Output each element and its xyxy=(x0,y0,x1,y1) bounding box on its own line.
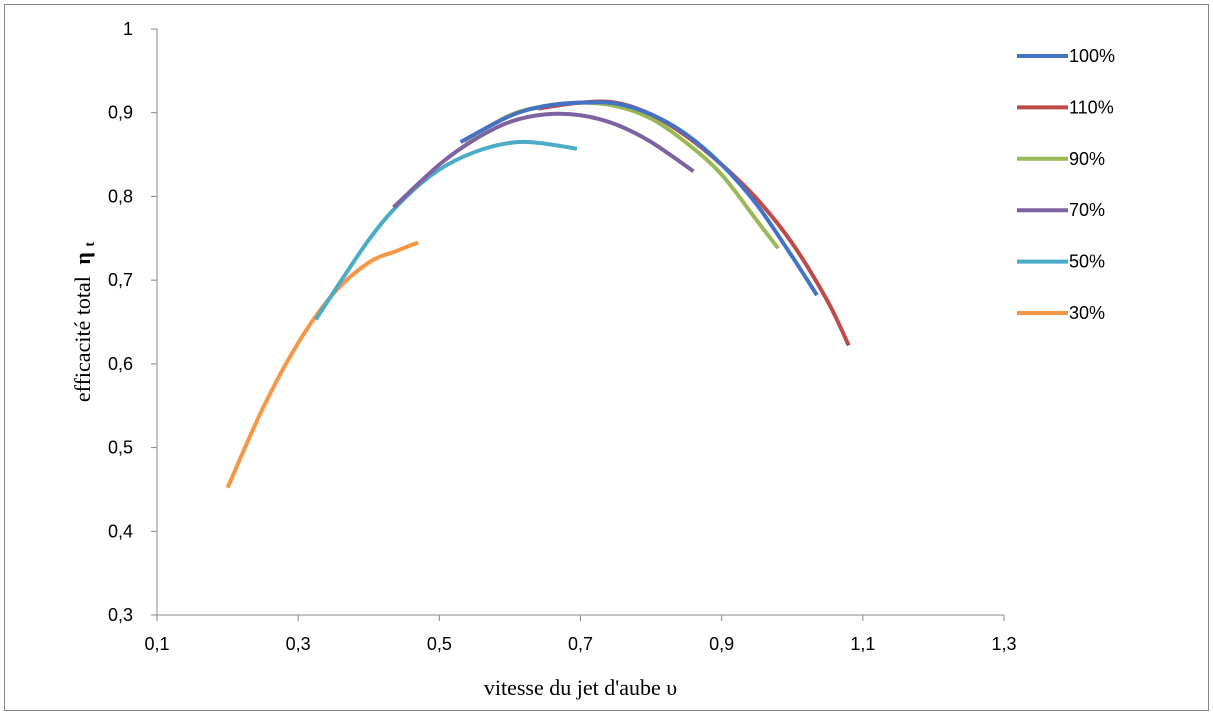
line-chart: 0,1 0,3 0,5 0,7 0,9 1,1 1,3 0,3 0,4 0,5 0,6 0,7 0,8… xyxy=(70,19,1115,700)
x-axis-title: vitesse du jet d'aube υ xyxy=(484,675,677,700)
y-axis-title-symbol: η xyxy=(70,252,95,265)
x-tick-label: 0,7 xyxy=(568,634,593,654)
y-tick-label: 0,4 xyxy=(108,521,133,541)
series-lines xyxy=(225,99,851,489)
series-line-50pct xyxy=(314,139,578,321)
legend-30pct-label: 30% xyxy=(1069,303,1105,323)
y-tick-label: 0,9 xyxy=(108,103,133,123)
y-axis-title-subscript: t xyxy=(83,242,98,247)
y-tick-label: 0,6 xyxy=(108,354,133,374)
series-line-70pct xyxy=(392,111,695,209)
x-tick-labels: 0,1 0,3 0,5 0,7 0,9 1,1 1,3 xyxy=(144,615,1017,654)
legend: 100% 110% 90% 70% 50% 30% xyxy=(1017,46,1115,323)
legend-100pct-label: 100% xyxy=(1069,46,1115,66)
x-tick-label: 1,1 xyxy=(850,634,875,654)
legend-70pct-label: 70% xyxy=(1069,200,1105,220)
y-axis-title: efficacité total η t xyxy=(70,242,98,403)
y-tick-label: 0,7 xyxy=(108,270,133,290)
y-tick-label: 0,8 xyxy=(108,186,133,206)
x-tick-label: 1,3 xyxy=(991,634,1016,654)
series-line-30pct xyxy=(225,240,419,489)
y-tick-label: 1 xyxy=(123,19,133,39)
y-tick-labels: 0,3 0,4 0,5 0,6 0,7 0,8 0,9 1 xyxy=(108,19,157,625)
series-line-100pct xyxy=(459,100,819,297)
chart-frame: 0,1 0,3 0,5 0,7 0,9 1,1 1,3 0,3 0,4 0,5 0,6 0,7 0,8… xyxy=(4,4,1209,711)
legend-50pct-label: 50% xyxy=(1069,252,1105,272)
x-tick-label: 0,1 xyxy=(144,634,169,654)
x-tick-label: 0,3 xyxy=(286,634,311,654)
y-tick-label: 0,3 xyxy=(108,605,133,625)
x-tick-label: 0,5 xyxy=(427,634,452,654)
legend-90pct-label: 90% xyxy=(1069,149,1105,169)
x-tick-label: 0,9 xyxy=(709,634,734,654)
legend-110pct-label: 110% xyxy=(1069,97,1114,117)
y-axis-title-text: efficacité total xyxy=(70,276,95,402)
y-tick-label: 0,5 xyxy=(108,438,133,458)
